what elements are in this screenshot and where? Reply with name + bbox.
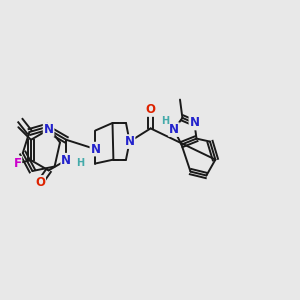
Text: H: H — [161, 116, 170, 126]
Text: N: N — [169, 123, 179, 136]
Text: F: F — [14, 157, 21, 170]
Text: N: N — [44, 123, 54, 136]
Text: N: N — [189, 116, 200, 130]
Text: H: H — [76, 158, 84, 168]
Text: O: O — [146, 103, 156, 116]
Text: O: O — [35, 176, 45, 189]
Text: N: N — [90, 142, 100, 156]
Text: N: N — [124, 135, 135, 148]
Text: N: N — [61, 154, 71, 167]
